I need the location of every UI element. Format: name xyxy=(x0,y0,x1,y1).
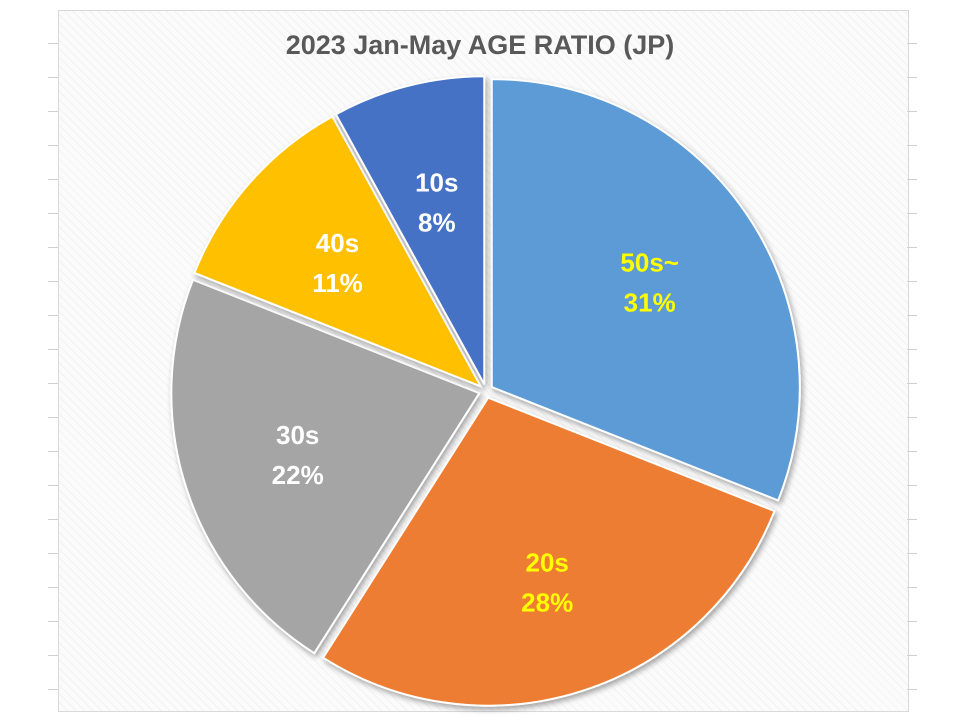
slice-percent-label: 28% xyxy=(521,587,573,617)
pie-slice-10s xyxy=(334,75,486,385)
pie-slice-40s xyxy=(193,115,483,389)
slice-percent-label: 31% xyxy=(624,288,676,318)
pie-slice-50s xyxy=(490,78,801,502)
chart-title: 2023 Jan-May AGE RATIO (JP) xyxy=(285,30,675,60)
slice-category-label: 30s xyxy=(276,420,319,450)
slice-category-label: 40s xyxy=(316,228,359,258)
pie-slice-20s xyxy=(321,396,776,707)
slice-percent-label: 22% xyxy=(272,460,324,490)
pie-slice-30s xyxy=(170,278,481,655)
slice-category-label: 10s xyxy=(415,167,458,197)
slice-category-label: 50s~ xyxy=(620,248,679,278)
left-ruler xyxy=(48,10,58,710)
slice-percent-label: 11% xyxy=(312,268,363,298)
slice-category-label: 20s xyxy=(526,547,569,577)
slice-percent-label: 8% xyxy=(418,207,456,237)
right-ruler xyxy=(907,10,917,710)
